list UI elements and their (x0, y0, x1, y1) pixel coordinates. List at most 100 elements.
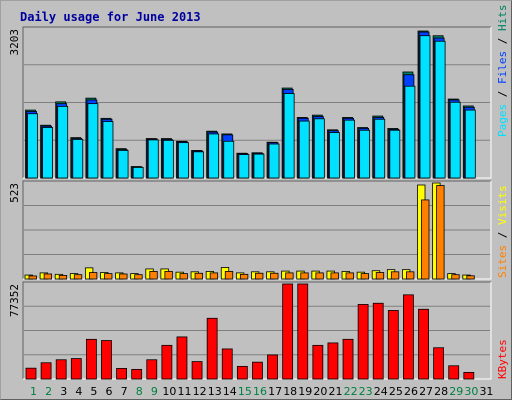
bar-kbytes (131, 368, 143, 380)
legend-hits-files-pages: Pages / Files / Hits (496, 5, 509, 138)
x-tick-day: 29 (449, 385, 463, 398)
bar-pages (102, 121, 114, 179)
bar-kbytes (252, 361, 263, 380)
bar-kbytes (85, 338, 97, 380)
bar-sites (300, 272, 309, 280)
bar-sites (375, 272, 385, 280)
x-tick-day: 16 (253, 385, 267, 398)
bar-sites (466, 275, 475, 280)
x-tick-day: 17 (268, 385, 282, 398)
x-tick-day: 18 (283, 385, 297, 398)
bar-kbytes (176, 336, 188, 380)
bar-kbytes (40, 362, 52, 380)
x-tick-labels: 1 2 3 4 5 6 7 8 9 10 11 12 13 14 15 16 17 18 19 20 21 22 23 24 2… (30, 385, 493, 398)
bar-kbytes (282, 283, 294, 380)
bar-kbytes (357, 304, 369, 380)
bar-sites (164, 271, 173, 280)
bar-kbytes (387, 310, 399, 380)
x-tick-day: 22 (344, 385, 358, 398)
x-tick-day: 25 (389, 385, 403, 398)
x-tick-day: 11 (178, 385, 192, 398)
bar-sites (360, 273, 370, 280)
legend-visits-sites: Sites / Visits (496, 185, 509, 278)
bar-sites (451, 274, 460, 280)
bar-sites (315, 272, 324, 280)
bar-pages (223, 140, 235, 179)
bar-sites (119, 273, 128, 280)
panel-kbytes (22, 281, 492, 380)
bar-sites (224, 271, 234, 280)
bar-kbytes (312, 344, 324, 380)
bar-pages (208, 133, 220, 179)
bar-pages (329, 132, 340, 179)
ymax-label-kbytes: 77352 (8, 284, 21, 317)
x-tick-day: 1 (30, 385, 37, 398)
bar-pages (313, 118, 325, 179)
bar-sites (194, 272, 203, 280)
bar-sites (406, 271, 415, 280)
bar-pages (42, 127, 53, 179)
bar-kbytes (25, 367, 37, 380)
bar-pages (389, 129, 401, 179)
x-tick-day: 27 (419, 385, 433, 398)
bar-pages (253, 153, 265, 179)
ymax-label-hits_files_pages: 3203 (8, 29, 21, 56)
bar-kbytes (463, 371, 475, 380)
bar-pages (449, 101, 461, 179)
bar-sites (104, 273, 113, 280)
bar-pages (57, 106, 69, 179)
x-tick-day: 19 (298, 385, 312, 398)
chart-panels: 3203 523 77352 Pages / Files / Hits Sites / … (8, 5, 509, 380)
x-tick-day: 23 (359, 385, 373, 398)
x-tick-day: 30 (464, 385, 478, 398)
panel-visits_sites (22, 180, 492, 280)
bar-sites (28, 275, 37, 280)
legend-kbytes: KBytes (496, 339, 509, 379)
bar-pages (374, 118, 386, 179)
bar-pages (132, 167, 144, 179)
bar-pages (238, 154, 250, 179)
x-tick-day: 8 (136, 385, 143, 398)
x-tick-day: 15 (238, 385, 252, 398)
bar-kbytes (433, 347, 445, 380)
bar-pages (344, 119, 355, 179)
panel-kbytes-border-dark (22, 281, 491, 379)
bar-pages (162, 139, 174, 179)
x-tick-day: 31 (479, 385, 493, 398)
bar-kbytes (297, 283, 309, 380)
bar-pages (298, 120, 310, 179)
bar-pages (87, 103, 99, 179)
bar-sites (134, 274, 143, 280)
panel-hits_files_pages (22, 26, 492, 179)
x-tick-day: 20 (313, 385, 327, 398)
x-tick-day: 12 (193, 385, 207, 398)
x-tick-day: 5 (90, 385, 97, 398)
bar-pages (419, 35, 431, 179)
bar-sites (436, 185, 445, 280)
x-tick-day: 13 (208, 385, 222, 398)
bar-kbytes (448, 365, 460, 380)
bar-kbytes (146, 359, 158, 380)
bar-sites (390, 271, 400, 280)
x-tick-day: 24 (374, 385, 388, 398)
x-tick-day: 6 (106, 385, 113, 398)
bar-kbytes (70, 358, 82, 380)
bar-pages (464, 109, 476, 179)
x-tick-day: 7 (121, 385, 128, 398)
bar-kbytes (221, 348, 233, 380)
bar-kbytes (55, 359, 67, 380)
bar-kbytes (372, 302, 384, 380)
x-tick-day: 10 (162, 385, 176, 398)
x-tick-day: 21 (328, 385, 342, 398)
x-tick-day: 3 (60, 385, 67, 398)
bar-pages (72, 139, 84, 179)
bar-sites (149, 271, 158, 280)
bar-sites (330, 272, 339, 280)
x-tick-day: 14 (223, 385, 237, 398)
x-tick-day: 28 (434, 385, 448, 398)
bar-pages (283, 93, 295, 179)
bars-visits_sites (24, 182, 475, 280)
x-tick-day: 9 (151, 385, 158, 398)
